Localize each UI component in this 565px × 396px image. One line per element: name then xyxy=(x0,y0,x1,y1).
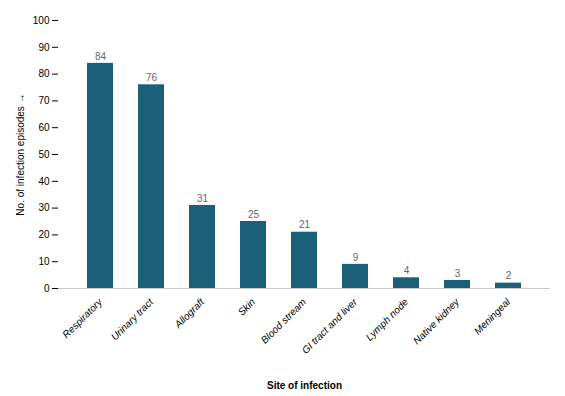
svg-text:100: 100 xyxy=(33,15,50,26)
svg-text:Native kidney: Native kidney xyxy=(411,296,462,347)
svg-text:70: 70 xyxy=(38,95,50,106)
svg-text:4: 4 xyxy=(404,265,410,276)
svg-text:20: 20 xyxy=(38,229,50,240)
svg-text:3: 3 xyxy=(455,268,461,279)
svg-text:Lymph node: Lymph node xyxy=(364,296,411,343)
svg-text:40: 40 xyxy=(38,176,50,187)
svg-text:0: 0 xyxy=(44,283,50,294)
svg-text:Respiratory: Respiratory xyxy=(60,296,105,341)
svg-text:31: 31 xyxy=(197,193,209,204)
svg-text:No. of infection episodes →: No. of infection episodes → xyxy=(15,93,26,215)
svg-text:Urinary tract: Urinary tract xyxy=(109,295,156,342)
svg-text:10: 10 xyxy=(38,256,50,267)
svg-text:Skin: Skin xyxy=(236,296,258,318)
svg-text:Blood stream: Blood stream xyxy=(259,296,308,345)
svg-text:30: 30 xyxy=(38,202,50,213)
svg-text:Site of infection: Site of infection xyxy=(267,380,342,391)
svg-text:9: 9 xyxy=(353,252,359,263)
svg-text:25: 25 xyxy=(248,209,260,220)
svg-text:90: 90 xyxy=(38,42,50,53)
svg-text:60: 60 xyxy=(38,122,50,133)
svg-text:21: 21 xyxy=(299,219,311,230)
svg-text:76: 76 xyxy=(146,72,158,83)
svg-text:2: 2 xyxy=(506,270,512,281)
svg-text:84: 84 xyxy=(95,51,107,62)
svg-text:Meningeal: Meningeal xyxy=(472,296,513,337)
svg-text:80: 80 xyxy=(38,68,50,79)
svg-text:GI tract and liver: GI tract and liver xyxy=(300,296,360,356)
svg-text:Allograft: Allograft xyxy=(172,295,207,330)
svg-text:50: 50 xyxy=(38,149,50,160)
